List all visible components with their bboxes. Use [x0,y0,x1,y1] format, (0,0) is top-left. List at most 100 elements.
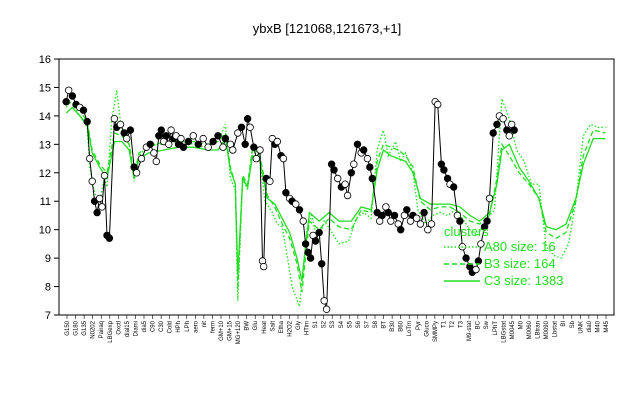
data-point [387,217,395,225]
x-tick-label: HPh [176,321,182,333]
data-point [164,140,173,148]
x-tick-label: N0202 [91,320,97,338]
x-tick-label: LPhT [493,321,499,336]
data-point [311,237,320,245]
x-tick-label: M0 [518,320,524,329]
legend-label: A80 size: 16 [484,239,556,254]
data-point [162,132,170,140]
data-point [318,260,326,268]
data-point [204,143,212,151]
x-tick-label: dia0 [587,320,593,332]
data-point [93,208,101,217]
x-tick-label: LBGstat [501,321,507,343]
data-point [427,220,436,228]
data-point [150,149,158,157]
data-point [157,126,165,134]
y-tick-label: 7 [45,310,51,322]
data-point [132,169,141,177]
x-tick-label: UNK [578,321,584,334]
y-tick-label: 14 [39,111,51,123]
x-tick-label: Sb [570,320,576,328]
data-point [64,86,73,94]
x-tick-label: S6 [356,320,362,328]
data-point [397,225,405,234]
data-point [279,154,288,163]
legend-title: clusters [444,224,489,239]
data-point [219,143,227,151]
x-tick-label: Glu [253,321,259,330]
y-tick-label: 13 [39,139,51,151]
data-point [214,132,222,140]
data-point [62,97,70,106]
x-tick-label: M40 [595,320,601,332]
x-tick-label: M0045 [510,320,516,339]
data-point [100,171,109,180]
x-tick-label: S3 [330,320,336,328]
data-point [366,163,374,171]
x-tick-label: Sw [484,320,490,329]
data-point [440,166,448,174]
data-point [499,114,507,123]
x-tick-label: S7 [364,320,370,328]
x-tick-label: T3 [459,320,465,328]
data-point [505,132,513,140]
x-tick-label: Diami [133,321,139,336]
x-tick-label: nit [202,321,208,328]
data-point [403,206,411,214]
x-tick-label: Pairaq [99,321,105,338]
x-tick-label: Oxctl [116,321,122,335]
y-tick-label: 15 [39,82,51,94]
data-point [485,194,494,203]
data-point [152,157,160,166]
x-tick-label: HTim [305,321,311,335]
data-point [98,203,106,211]
data-point [199,134,207,143]
data-point [292,200,300,208]
data-point [330,166,338,174]
y-tick-label: 16 [39,54,51,66]
data-markers [62,86,518,313]
x-tick-label: GM+15 [228,320,234,341]
data-point [341,180,349,188]
data-point [110,114,119,123]
data-point [413,214,421,222]
data-point [320,297,328,305]
x-tick-label: Cold [168,321,174,333]
x-tick-label: ferm [210,321,216,333]
data-point [177,134,185,143]
data-point [105,234,114,242]
data-point [179,143,188,151]
series-line [65,100,606,293]
data-point [229,146,237,154]
data-point [256,146,264,154]
x-tick-label: S5 [347,320,353,328]
y-tick-label: 8 [45,282,51,294]
data-point [472,265,480,274]
x-tick-label: LBGexp [108,320,114,342]
data-point [146,140,154,148]
data-point [88,177,96,185]
plot-frame [58,58,615,316]
x-tick-label: M9-stat [467,321,473,341]
data-point [368,174,376,183]
data-point [420,208,428,217]
x-tick-label: BW [245,321,251,331]
x-tick-label: BC [476,320,482,329]
series-lines [65,90,606,307]
data-point [194,140,202,148]
x-tick-label: M0060 [527,320,533,339]
data-point [493,120,501,129]
data-point [350,160,358,168]
x-tick-label: G180 [74,320,80,335]
x-tick-label: Etha [279,320,285,333]
y-tick-label: 12 [39,168,51,180]
x-tick-label: C30 [159,320,165,332]
data-point [241,140,249,148]
x-tick-label: Pyr [416,321,422,330]
data-point [237,123,246,131]
series-line [65,106,606,282]
data-point [416,220,425,228]
x-tick-label: B60 [399,320,405,331]
x-tick-label: aero [193,320,199,333]
